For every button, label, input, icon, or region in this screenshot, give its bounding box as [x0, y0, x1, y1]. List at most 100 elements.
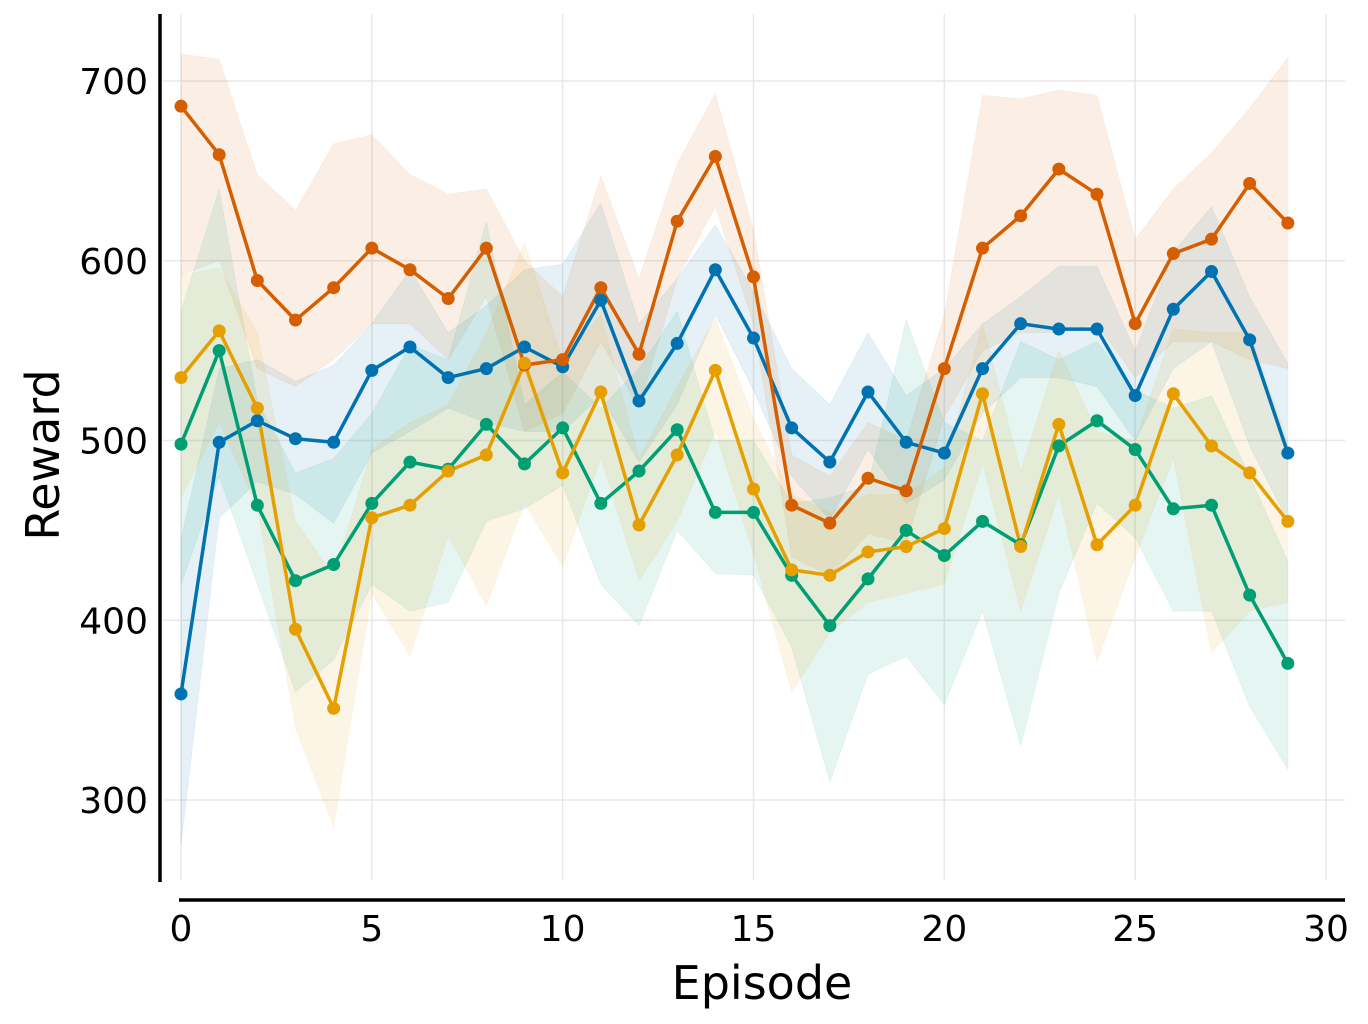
point-orange: [1243, 176, 1257, 190]
point-green: [976, 514, 989, 528]
point-yellow: [670, 448, 684, 462]
point-green: [1205, 498, 1218, 512]
point-green: [174, 437, 188, 451]
y-tick-label: 400: [79, 601, 148, 642]
point-yellow: [212, 324, 226, 338]
point-blue: [1052, 322, 1066, 336]
point-blue: [1281, 446, 1295, 460]
point-orange: [670, 214, 684, 228]
point-blue: [594, 293, 608, 307]
line-orange: [179, 105, 1290, 525]
point-orange: [1052, 162, 1066, 176]
point-blue: [708, 263, 722, 277]
point-yellow: [976, 387, 989, 401]
point-green: [1166, 502, 1180, 516]
point-orange: [1166, 247, 1180, 261]
point-yellow: [1166, 387, 1180, 401]
point-blue: [937, 446, 951, 460]
point-blue: [250, 414, 264, 428]
x-tick-label: 10: [540, 909, 586, 950]
point-yellow: [937, 522, 951, 536]
point-yellow: [823, 568, 837, 582]
point-orange: [823, 516, 837, 530]
x-tick-label: 25: [1112, 909, 1158, 950]
point-green: [670, 423, 684, 437]
point-yellow: [785, 563, 799, 577]
point-yellow: [327, 701, 341, 715]
point-blue: [1128, 389, 1142, 403]
point-yellow: [250, 401, 264, 415]
point-green: [632, 464, 646, 478]
point-blue: [823, 455, 837, 469]
point-orange: [1128, 317, 1142, 331]
x-tick-label: 20: [921, 909, 967, 950]
point-green: [1281, 656, 1295, 670]
line-green: [179, 348, 1290, 665]
point-orange: [1090, 187, 1104, 201]
point-green: [1090, 414, 1104, 428]
point-green: [861, 572, 875, 586]
point-yellow: [899, 540, 913, 554]
point-orange: [556, 353, 570, 367]
band-orange: [180, 53, 1289, 576]
point-yellow: [1205, 439, 1218, 453]
point-orange: [976, 241, 989, 255]
point-green: [708, 505, 722, 519]
point-yellow: [1052, 417, 1066, 431]
point-yellow: [594, 385, 608, 399]
point-blue: [785, 421, 799, 435]
point-yellow: [441, 464, 455, 478]
point-yellow: [747, 482, 760, 496]
point-blue: [1014, 317, 1028, 331]
point-blue: [670, 336, 684, 350]
point-blue: [174, 687, 188, 701]
point-orange: [289, 313, 302, 327]
point-orange: [212, 148, 226, 162]
point-blue: [1205, 265, 1218, 279]
point-yellow: [632, 518, 646, 532]
point-yellow: [708, 363, 722, 377]
point-orange: [708, 149, 722, 163]
point-yellow: [289, 622, 302, 636]
y-tick-label: 300: [79, 781, 148, 822]
point-orange: [594, 281, 608, 295]
point-blue: [899, 435, 913, 449]
point-orange: [937, 362, 951, 376]
point-green: [212, 344, 226, 358]
point-orange: [1281, 216, 1295, 230]
point-green: [937, 549, 951, 563]
point-yellow: [1128, 498, 1142, 512]
axes: 0 5 10 15 20 25 30 300 400 500 600 700: [79, 14, 1349, 950]
confidence-bands: [180, 53, 1289, 845]
point-blue: [479, 362, 493, 376]
x-tick-label: 15: [731, 909, 777, 950]
series-lines: [179, 105, 1290, 711]
point-blue: [1166, 302, 1180, 316]
point-orange: [441, 291, 455, 305]
point-yellow: [556, 466, 570, 480]
point-blue: [212, 435, 226, 449]
point-yellow: [365, 511, 379, 525]
point-green: [518, 457, 531, 471]
point-orange: [479, 241, 493, 255]
point-blue: [327, 435, 341, 449]
point-orange: [861, 471, 875, 485]
series-markers: [174, 99, 1295, 715]
x-tick-label: 0: [170, 909, 193, 950]
point-orange: [174, 99, 188, 113]
point-green: [899, 523, 913, 537]
point-blue: [403, 340, 417, 354]
point-orange: [365, 241, 379, 255]
point-green: [1128, 442, 1142, 456]
point-blue: [976, 362, 989, 376]
x-tick-label: 5: [360, 909, 383, 950]
point-blue: [1090, 322, 1104, 336]
point-blue: [861, 385, 875, 399]
point-orange: [899, 484, 913, 498]
point-green: [250, 498, 264, 512]
point-blue: [441, 371, 455, 385]
point-blue: [365, 363, 379, 377]
point-yellow: [1281, 514, 1295, 528]
x-axis-title: Episode: [672, 956, 853, 1010]
